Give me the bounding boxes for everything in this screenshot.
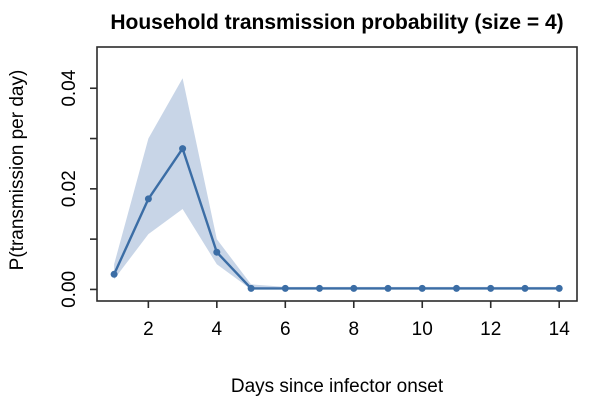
data-point: [213, 248, 221, 256]
data-point: [179, 145, 187, 153]
x-tick-label: 12: [480, 319, 501, 340]
data-point: [384, 284, 392, 292]
y-tick-label: 0.02: [59, 170, 80, 207]
x-tick-label: 6: [280, 319, 291, 340]
data-point: [247, 284, 255, 292]
plot-box: [96, 46, 578, 302]
y-tick-label: 0.00: [59, 271, 80, 308]
data-point: [316, 284, 323, 292]
data-point: [521, 284, 529, 292]
data-point: [350, 284, 358, 292]
x-tick-label: 14: [549, 319, 571, 340]
data-point: [110, 270, 118, 278]
chart-title: Household transmission probability (size…: [110, 11, 564, 34]
y-tick-label: 0.04: [59, 69, 80, 106]
confidence-band: [114, 78, 560, 290]
data-point: [281, 284, 289, 292]
x-tick-label: 4: [212, 319, 223, 340]
data-point: [144, 195, 152, 203]
x-tick-label: 10: [412, 319, 433, 340]
x-axis-title: Days since infector onset: [230, 376, 444, 397]
data-point: [555, 284, 563, 292]
x-tick-label: 2: [143, 319, 154, 340]
data-point: [453, 284, 460, 292]
series-line: [112, 147, 561, 290]
data-point: [487, 284, 495, 292]
data-point: [418, 284, 426, 292]
x-tick-label: 8: [348, 319, 359, 340]
